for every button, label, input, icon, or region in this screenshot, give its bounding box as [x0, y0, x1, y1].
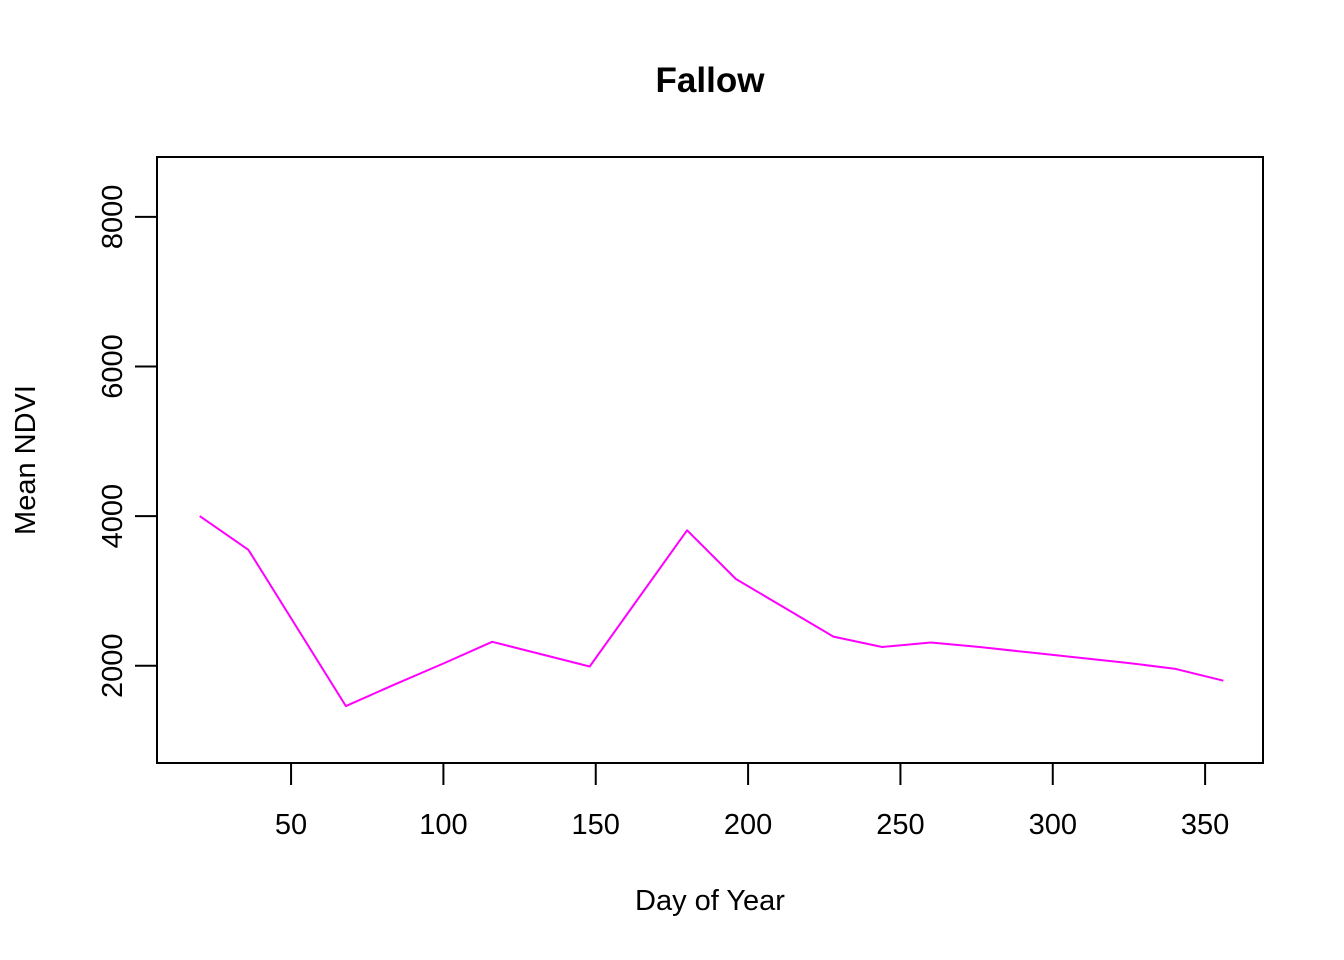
- y-tick-label: 4000: [97, 484, 129, 549]
- y-tick-label: 6000: [97, 334, 129, 399]
- y-tick-label: 8000: [97, 185, 129, 250]
- x-tick-label: 200: [724, 809, 772, 841]
- x-tick-label: 300: [1029, 809, 1077, 841]
- y-axis: 2000 4000 6000 8000: [97, 185, 158, 698]
- x-tick-label: 50: [275, 809, 307, 841]
- x-tick-label: 150: [572, 809, 620, 841]
- y-tick-label: 2000: [97, 633, 129, 698]
- series-line-0: [199, 515, 1224, 708]
- y-axis-label: Mean NDVI: [10, 385, 42, 535]
- x-tick-label: 250: [876, 809, 924, 841]
- x-axis: 50 100 150 200 250 300 350: [275, 762, 1229, 841]
- plot-area-frame: [156, 156, 1264, 764]
- chart-title: Fallow: [656, 61, 766, 100]
- series-layer: [199, 515, 1224, 708]
- x-axis-label: Day of Year: [635, 885, 785, 917]
- x-tick-label: 350: [1181, 809, 1229, 841]
- x-tick-label: 100: [419, 809, 467, 841]
